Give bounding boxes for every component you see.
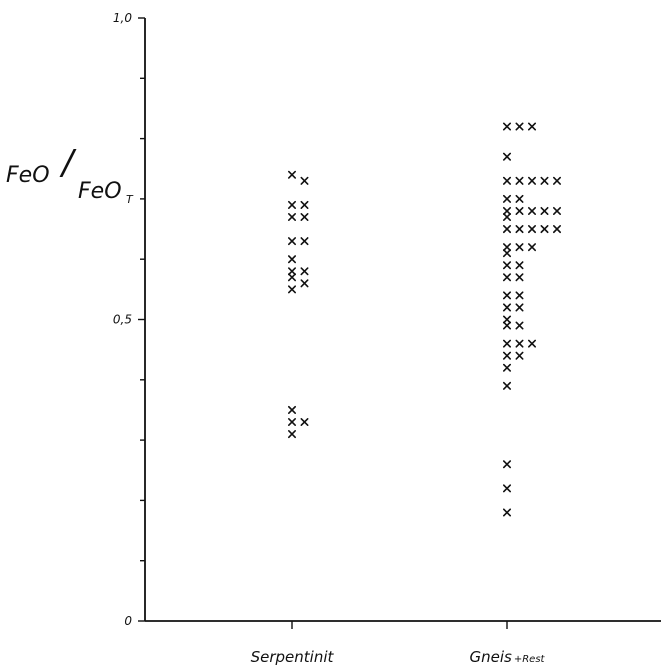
- y-axis-tick-labels: 1,0 0,5 0: [113, 11, 132, 628]
- data-point-x-marker: [300, 212, 309, 221]
- data-point-x-marker: [515, 291, 524, 300]
- data-point-x-marker: [527, 339, 537, 348]
- data-point-x-marker: [515, 206, 524, 215]
- data-point-x-marker: [515, 122, 524, 131]
- data-point-x-marker: [502, 303, 512, 312]
- data-point-x-marker: [502, 225, 512, 234]
- data-point-x-marker: [287, 237, 297, 246]
- data-points: [287, 122, 562, 517]
- data-point-x-marker: [300, 237, 309, 246]
- data-point-x-marker: [287, 273, 297, 282]
- data-point-x-marker: [300, 418, 309, 427]
- data-point-x-marker: [527, 122, 537, 131]
- data-point-x-marker: [515, 351, 524, 360]
- y-axis-label-denominator: FeO: [78, 179, 122, 204]
- data-point-x-marker: [515, 321, 524, 330]
- data-point-x-marker: [515, 303, 524, 312]
- data-point-x-marker: [502, 508, 512, 517]
- data-point-x-marker: [515, 243, 524, 252]
- data-point-x-marker: [540, 176, 549, 185]
- data-point-x-marker: [502, 460, 512, 469]
- data-point-x-marker: [300, 200, 309, 209]
- x-category-label-main: Serpentinit: [251, 648, 335, 666]
- data-point-x-marker: [502, 212, 512, 221]
- y-tick-label: 0: [124, 614, 132, 628]
- x-category-label-main: Gneis: [470, 648, 513, 666]
- data-point-x-marker: [287, 418, 297, 427]
- data-point-x-marker: [502, 261, 512, 270]
- data-point-x-marker: [287, 267, 297, 276]
- data-point-x-marker: [502, 339, 512, 348]
- data-point-x-marker: [515, 176, 524, 185]
- data-point-x-marker: [502, 484, 512, 493]
- data-point-x-marker: [552, 176, 562, 185]
- data-point-x-marker: [502, 194, 512, 203]
- data-point-x-marker: [502, 351, 512, 360]
- x-category-label: Serpentinit: [251, 648, 335, 666]
- data-point-x-marker: [300, 279, 309, 288]
- data-point-x-marker: [527, 225, 537, 234]
- data-point-x-marker: [502, 243, 512, 252]
- data-point-x-marker: [527, 176, 537, 185]
- y-axis-label-subscript: T: [126, 193, 134, 206]
- data-point-x-marker: [515, 273, 524, 282]
- x-category-label: Gneis +Rest: [470, 648, 546, 666]
- data-point-x-marker: [515, 261, 524, 270]
- y-axis-label-main: FeO: [6, 163, 50, 188]
- data-point-x-marker: [502, 176, 512, 185]
- data-point-x-marker: [300, 176, 309, 185]
- x-category-label-suffix: +Rest: [514, 654, 546, 665]
- data-point-x-marker: [540, 206, 549, 215]
- x-axis-tick-labels: Serpentinit Gneis +Rest: [251, 648, 546, 666]
- data-point-x-marker: [502, 152, 512, 161]
- data-point-x-marker: [502, 315, 512, 324]
- data-point-x-marker: [527, 243, 537, 252]
- y-axis-label: FeO / FeO T: [6, 143, 134, 206]
- data-point-x-marker: [502, 291, 512, 300]
- y-tick-label: 0,5: [113, 313, 132, 327]
- data-point-x-marker: [287, 255, 297, 264]
- data-point-x-marker: [552, 206, 562, 215]
- data-point-x-marker: [515, 225, 524, 234]
- y-tick-label: 1,0: [113, 11, 132, 25]
- data-point-x-marker: [502, 122, 512, 131]
- data-point-x-marker: [527, 206, 537, 215]
- data-point-x-marker: [502, 206, 512, 215]
- data-point-x-marker: [300, 267, 309, 276]
- x-axis-ticks: [291, 621, 508, 629]
- data-point-x-marker: [552, 225, 562, 234]
- data-point-x-marker: [540, 225, 549, 234]
- data-point-x-marker: [287, 430, 297, 439]
- data-point-x-marker: [287, 405, 297, 414]
- data-point-x-marker: [502, 249, 512, 258]
- data-point-x-marker: [502, 273, 512, 282]
- y-axis-label-slash: /: [59, 143, 77, 183]
- data-point-x-marker: [287, 285, 297, 294]
- data-point-x-marker: [287, 200, 297, 209]
- data-point-x-marker: [502, 363, 512, 372]
- data-point-x-marker: [287, 212, 297, 221]
- data-point-x-marker: [502, 321, 512, 330]
- data-point-x-marker: [515, 339, 524, 348]
- data-point-x-marker: [515, 194, 524, 203]
- y-axis-ticks: [138, 17, 145, 622]
- data-point-x-marker: [502, 381, 512, 390]
- data-point-x-marker: [287, 170, 297, 179]
